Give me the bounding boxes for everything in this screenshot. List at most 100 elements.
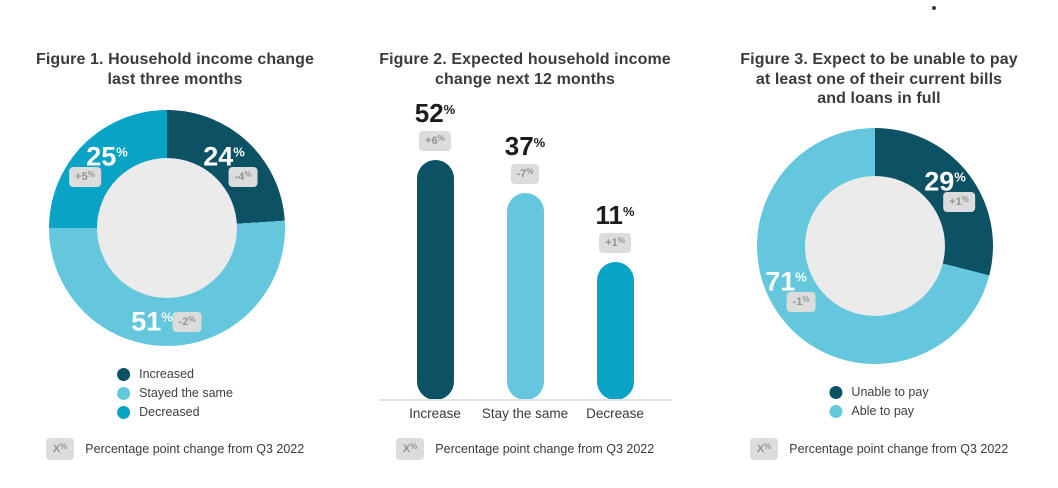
percent-sign: % [526,167,534,176]
figure-3-title: Figure 3. Expect to be unable to pay at … [700,50,1058,109]
bar-change-badge-increase: +6% [419,131,451,151]
legend-label-increased: Increased [139,367,194,381]
percent-sign: % [622,204,635,219]
figure-1-decreased-value: 25 [86,141,117,172]
footnote-text: Percentage point change from Q3 2022 [85,442,305,456]
stray-dot [932,6,936,10]
footnote-text: Percentage point change from Q3 2022 [435,442,655,456]
figure-3-donut-chart [757,128,993,364]
figure-1-stayed-change: -2 [178,316,189,328]
x-axis-line [379,399,671,401]
percent-sign: % [410,442,418,451]
percent-sign: % [116,144,128,160]
figure-1-title-line-2: last three months [107,70,243,88]
footnote-x-badge: X% [395,438,425,460]
figure-3-able-value-label: 71% [765,266,807,297]
figure-2-title-line-2: change next 12 months [435,70,615,88]
figure-3-title-line-2: at least one of their current bills [755,70,1003,88]
percent-sign: % [764,442,772,451]
legend-item-able-to-pay: Able to pay [829,404,928,418]
figure-2-bar-chart: 52% +6% 37% -7% 11% [360,100,690,400]
figure-3-able-value: 71 [765,266,796,297]
percent-sign: % [60,442,68,451]
percent-sign: % [161,309,173,325]
percent-sign: % [244,170,252,179]
legend-label-stayed-the-same: Stayed the same [139,386,233,400]
figure-1-increased-value-label: 24% [203,143,245,171]
legend-dot-unable-to-pay [829,385,843,399]
figure-1-decreased-value-label: 25% [86,141,128,172]
figure-1-donut-hole [97,158,237,298]
bar-value-number: 52 [414,98,444,128]
percent-sign: % [954,169,966,185]
figure-1-title: Figure 1. Household income change last t… [0,50,350,89]
footnote-x-badge: X% [749,438,779,460]
legend-dot-increased [117,367,131,381]
figure-1-increased-change: -4 [234,171,245,183]
figure-1-title-line-1: Figure 1. Household income change [35,51,314,68]
footnote-x-badge: X% [45,438,75,460]
category-label-stay-the-same: Stay the same [481,406,569,421]
bar-change-badge-decrease: +1% [599,233,631,253]
legend-item-increased: Increased [117,367,233,381]
bar-change-number: +1 [605,237,618,249]
figure-1-stayed-change-badge: -2% [172,312,202,332]
category-label-increase: Increase [409,406,461,421]
percent-sign: % [437,134,445,143]
legend-label-decreased: Decreased [139,405,200,419]
bar-value-stay-the-same: 37% [505,133,545,159]
legend-item-stayed-the-same: Stayed the same [117,386,233,400]
figure-3-able-change: -1 [792,296,803,308]
footnote-badge-symbol: X [756,443,765,455]
bar-value-decrease: 11% [595,202,634,228]
figure-3-panel: Figure 3. Expect to be unable to pay at … [700,0,1058,488]
footnote-badge-symbol: X [52,443,61,455]
bar-change-number: +6 [425,135,438,147]
legend-label-able-to-pay: Able to pay [851,404,914,418]
bar-increase [416,160,454,400]
percent-sign: % [188,315,196,324]
legend-dot-stayed-the-same [117,386,131,400]
legend-item-unable-to-pay: Unable to pay [829,385,929,399]
bar-change-badge-stay-the-same: -7% [510,164,540,184]
figure-2-footnote: X% Percentage point change from Q3 2022 [360,438,690,460]
figure-1-donut-chart [49,110,285,346]
figure-1-legend: Increased Stayed the same Decreased [117,367,233,419]
percent-sign: % [617,236,625,245]
percent-sign: % [802,295,810,304]
figure-1-footnote: X% Percentage point change from Q3 2022 [0,438,350,460]
figure-3-footnote: X% Percentage point change from Q3 2022 [700,438,1058,460]
percent-sign: % [961,195,969,204]
percent-sign: % [533,135,546,150]
figure-3-title-line-1: Figure 3. Expect to be unable to pay [740,51,1018,68]
figure-3-unable-change: +1 [949,196,962,208]
percent-sign: % [443,102,456,117]
bar-value-number: 11 [595,200,623,230]
category-label-decrease: Decrease [586,406,644,421]
legend-dot-decreased [117,405,131,419]
bar-group-increase: 52% +6% [390,100,480,400]
figure-1-panel: Figure 1. Household income change last t… [0,0,350,488]
figure-3-legend: Unable to pay Able to pay [829,385,929,418]
figure-2-category-labels: Increase Stay the same Decrease [360,406,690,421]
bar-decrease [596,262,634,400]
footnote-badge-symbol: X [402,443,411,455]
bar-change-number: -7 [516,168,527,180]
percent-sign: % [795,269,807,285]
figure-1-decreased-change-badge: +5% [69,167,101,187]
figure-1-decreased-change: +5 [75,171,88,183]
legend-dot-able-to-pay [829,404,843,418]
figure-1-stayed-value-label: 51% [131,306,173,337]
percent-sign: % [87,170,95,179]
legend-label-unable-to-pay: Unable to pay [851,385,929,399]
figure-2-panel: Figure 2. Expected household income chan… [360,0,690,488]
legend-item-decreased: Decreased [117,405,233,419]
figure-2-title-line-1: Figure 2. Expected household income [379,51,671,68]
bar-stay-the-same [506,193,544,400]
figure-3-donut-hole [805,176,945,316]
bar-value-increase: 52% [415,100,455,126]
figure-1-stayed-value: 51 [131,306,162,337]
figure-1-increased-change-badge: -4% [228,167,258,187]
bar-value-number: 37 [504,131,534,161]
